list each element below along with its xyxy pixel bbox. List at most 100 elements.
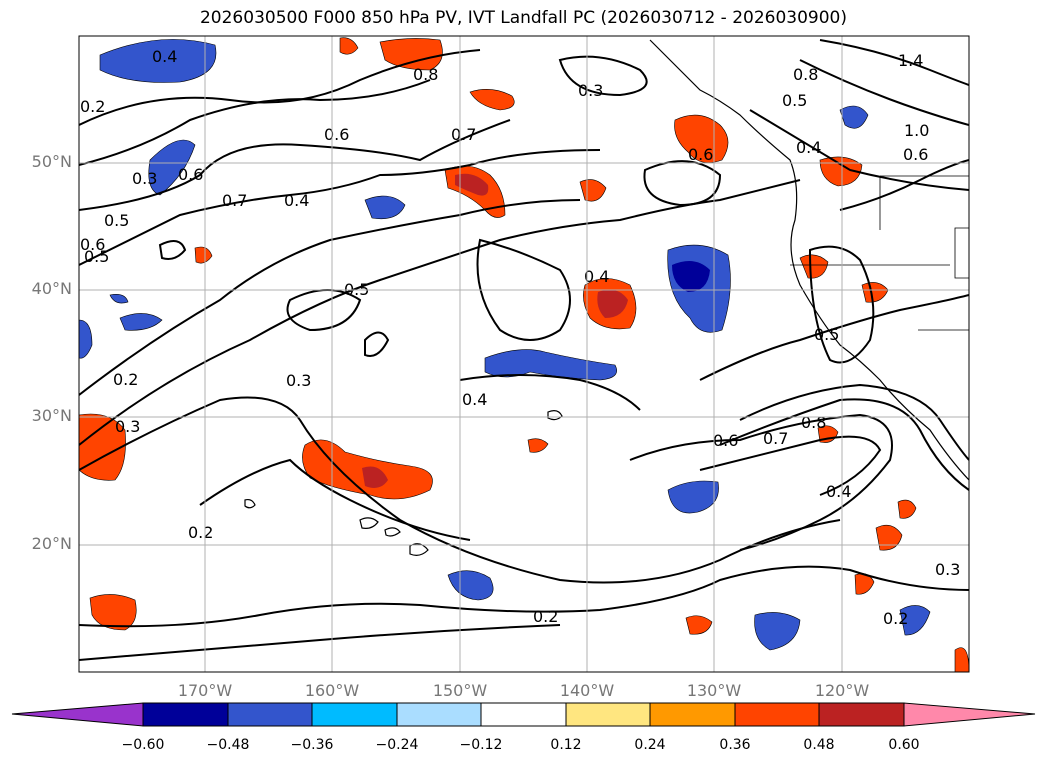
contour-label: 0.8 xyxy=(793,65,818,84)
contour-label: 0.2 xyxy=(113,370,138,389)
contour-label: 0.5 xyxy=(104,211,129,230)
contour-label: 0.8 xyxy=(413,65,438,84)
positive-anomaly xyxy=(339,37,359,55)
contour-label: 0.6 xyxy=(178,165,203,184)
hawaii-island xyxy=(409,543,429,556)
gridlines xyxy=(79,36,969,672)
contour-label: 0.5 xyxy=(814,325,839,344)
colorbar-segment xyxy=(649,702,736,727)
colorbar-segment xyxy=(396,702,482,727)
colorbar-tick: 0.60 xyxy=(888,737,920,753)
colorbar-segment xyxy=(142,702,229,727)
positive-anomaly xyxy=(194,246,213,264)
colorbar-tick: −0.48 xyxy=(206,737,250,753)
coastline-layer xyxy=(244,39,969,556)
lon-label: 160°W xyxy=(304,681,360,700)
contour-label: 0.5 xyxy=(782,91,807,110)
contour-label: 0.3 xyxy=(286,371,311,390)
positive-anomaly xyxy=(685,615,713,635)
contour-label: 0.7 xyxy=(222,191,247,210)
negative-anomaly xyxy=(119,313,163,331)
negative-anomaly xyxy=(364,195,406,219)
positive-anomaly xyxy=(897,499,917,519)
contour-label: 0.6 xyxy=(903,145,928,164)
positive-anomaly xyxy=(875,524,903,551)
lat-label: 50°N xyxy=(31,152,72,171)
hawaii-island xyxy=(384,527,401,537)
contour-label: 0.3 xyxy=(578,81,603,100)
north-america-coastline xyxy=(649,39,969,481)
map-title: 2026030500 F000 850 hPa PV, IVT Landfall… xyxy=(199,8,847,28)
colorbar-extend-low xyxy=(11,702,144,727)
colorbar-tick: −0.36 xyxy=(290,737,334,753)
colorbar-segment xyxy=(818,702,905,727)
colorbar-tick: 0.48 xyxy=(803,737,835,753)
colorbar-segment xyxy=(734,702,820,727)
contour-label: 0.4 xyxy=(796,138,821,157)
colorbar-tick: −0.24 xyxy=(375,737,419,753)
contour-label: 0.4 xyxy=(584,267,609,286)
strong-positive-core xyxy=(455,173,489,196)
positive-anomaly xyxy=(89,594,137,631)
contour-label: 0.6 xyxy=(688,145,713,164)
contour-label: 1.4 xyxy=(898,51,923,70)
contour-label: 0.7 xyxy=(451,125,476,144)
strong-negative-core xyxy=(672,261,710,292)
lat-label: 20°N xyxy=(31,534,72,553)
lon-label: 120°W xyxy=(814,681,870,700)
lon-label: 130°W xyxy=(686,681,742,700)
hawaii-island xyxy=(359,517,379,529)
lon-label: 170°W xyxy=(177,681,233,700)
colorbar-segment xyxy=(311,702,398,727)
negative-anomaly xyxy=(839,105,869,129)
colorbar-tick: −0.60 xyxy=(121,737,165,753)
negative-anomaly xyxy=(667,480,719,514)
contour-label: 0.4 xyxy=(462,390,487,409)
lon-label: 140°W xyxy=(559,681,615,700)
contour-label: 0.6 xyxy=(324,125,349,144)
positive-anomaly xyxy=(469,88,515,111)
colorbar-tick: 0.24 xyxy=(634,737,666,753)
positive-anomaly xyxy=(819,156,863,187)
positive-anomaly xyxy=(527,438,549,453)
negative-anomaly xyxy=(899,605,931,636)
hawaii-island xyxy=(244,498,256,509)
contour-label-layer: 0.4 0.8 1.4 0.3 0.8 0.5 0.2 0.6 0.7 0.3 … xyxy=(80,47,960,628)
contour-label: 0.6 xyxy=(713,431,738,450)
contour-label: 0.5 xyxy=(84,247,109,266)
map-area: 0.4 0.8 1.4 0.3 0.8 0.5 0.2 0.6 0.7 0.3 … xyxy=(79,36,969,672)
contour-label: 1.0 xyxy=(904,121,929,140)
negative-anomaly xyxy=(79,319,93,359)
contour-label: 0.8 xyxy=(801,413,826,432)
negative-anomaly xyxy=(99,39,217,83)
small-island xyxy=(547,410,563,421)
contour-label: 0.3 xyxy=(935,560,960,579)
colorbar-segment xyxy=(227,702,313,727)
negative-anomaly xyxy=(754,612,801,651)
colorbar-segment xyxy=(565,702,651,727)
lat-label: 40°N xyxy=(31,279,72,298)
pv-fill-layer xyxy=(79,37,969,672)
contour-label: 0.2 xyxy=(188,523,213,542)
negative-anomaly xyxy=(447,570,494,601)
colorbar-tick: −0.12 xyxy=(459,737,503,753)
pv-contour-layer xyxy=(79,39,969,661)
lat-label: 30°N xyxy=(31,406,72,425)
contour-label: 0.4 xyxy=(284,191,309,210)
strong-positive-core xyxy=(597,289,628,318)
contour-label: 0.3 xyxy=(132,169,157,188)
positive-anomaly xyxy=(674,114,729,163)
contour-label: 0.6 xyxy=(80,235,105,254)
negative-anomaly xyxy=(109,294,129,304)
contour-label: 0.3 xyxy=(115,417,140,436)
colorbar-extend-high xyxy=(903,702,1036,727)
positive-anomaly xyxy=(954,647,969,672)
strong-positive-core xyxy=(362,466,388,488)
colorbar-tick: 0.36 xyxy=(719,737,751,753)
contour-label: 0.7 xyxy=(763,429,788,448)
map-frame xyxy=(78,35,970,673)
state-border xyxy=(790,175,969,331)
contour-label: 0.4 xyxy=(152,47,177,66)
negative-anomaly xyxy=(148,139,196,196)
